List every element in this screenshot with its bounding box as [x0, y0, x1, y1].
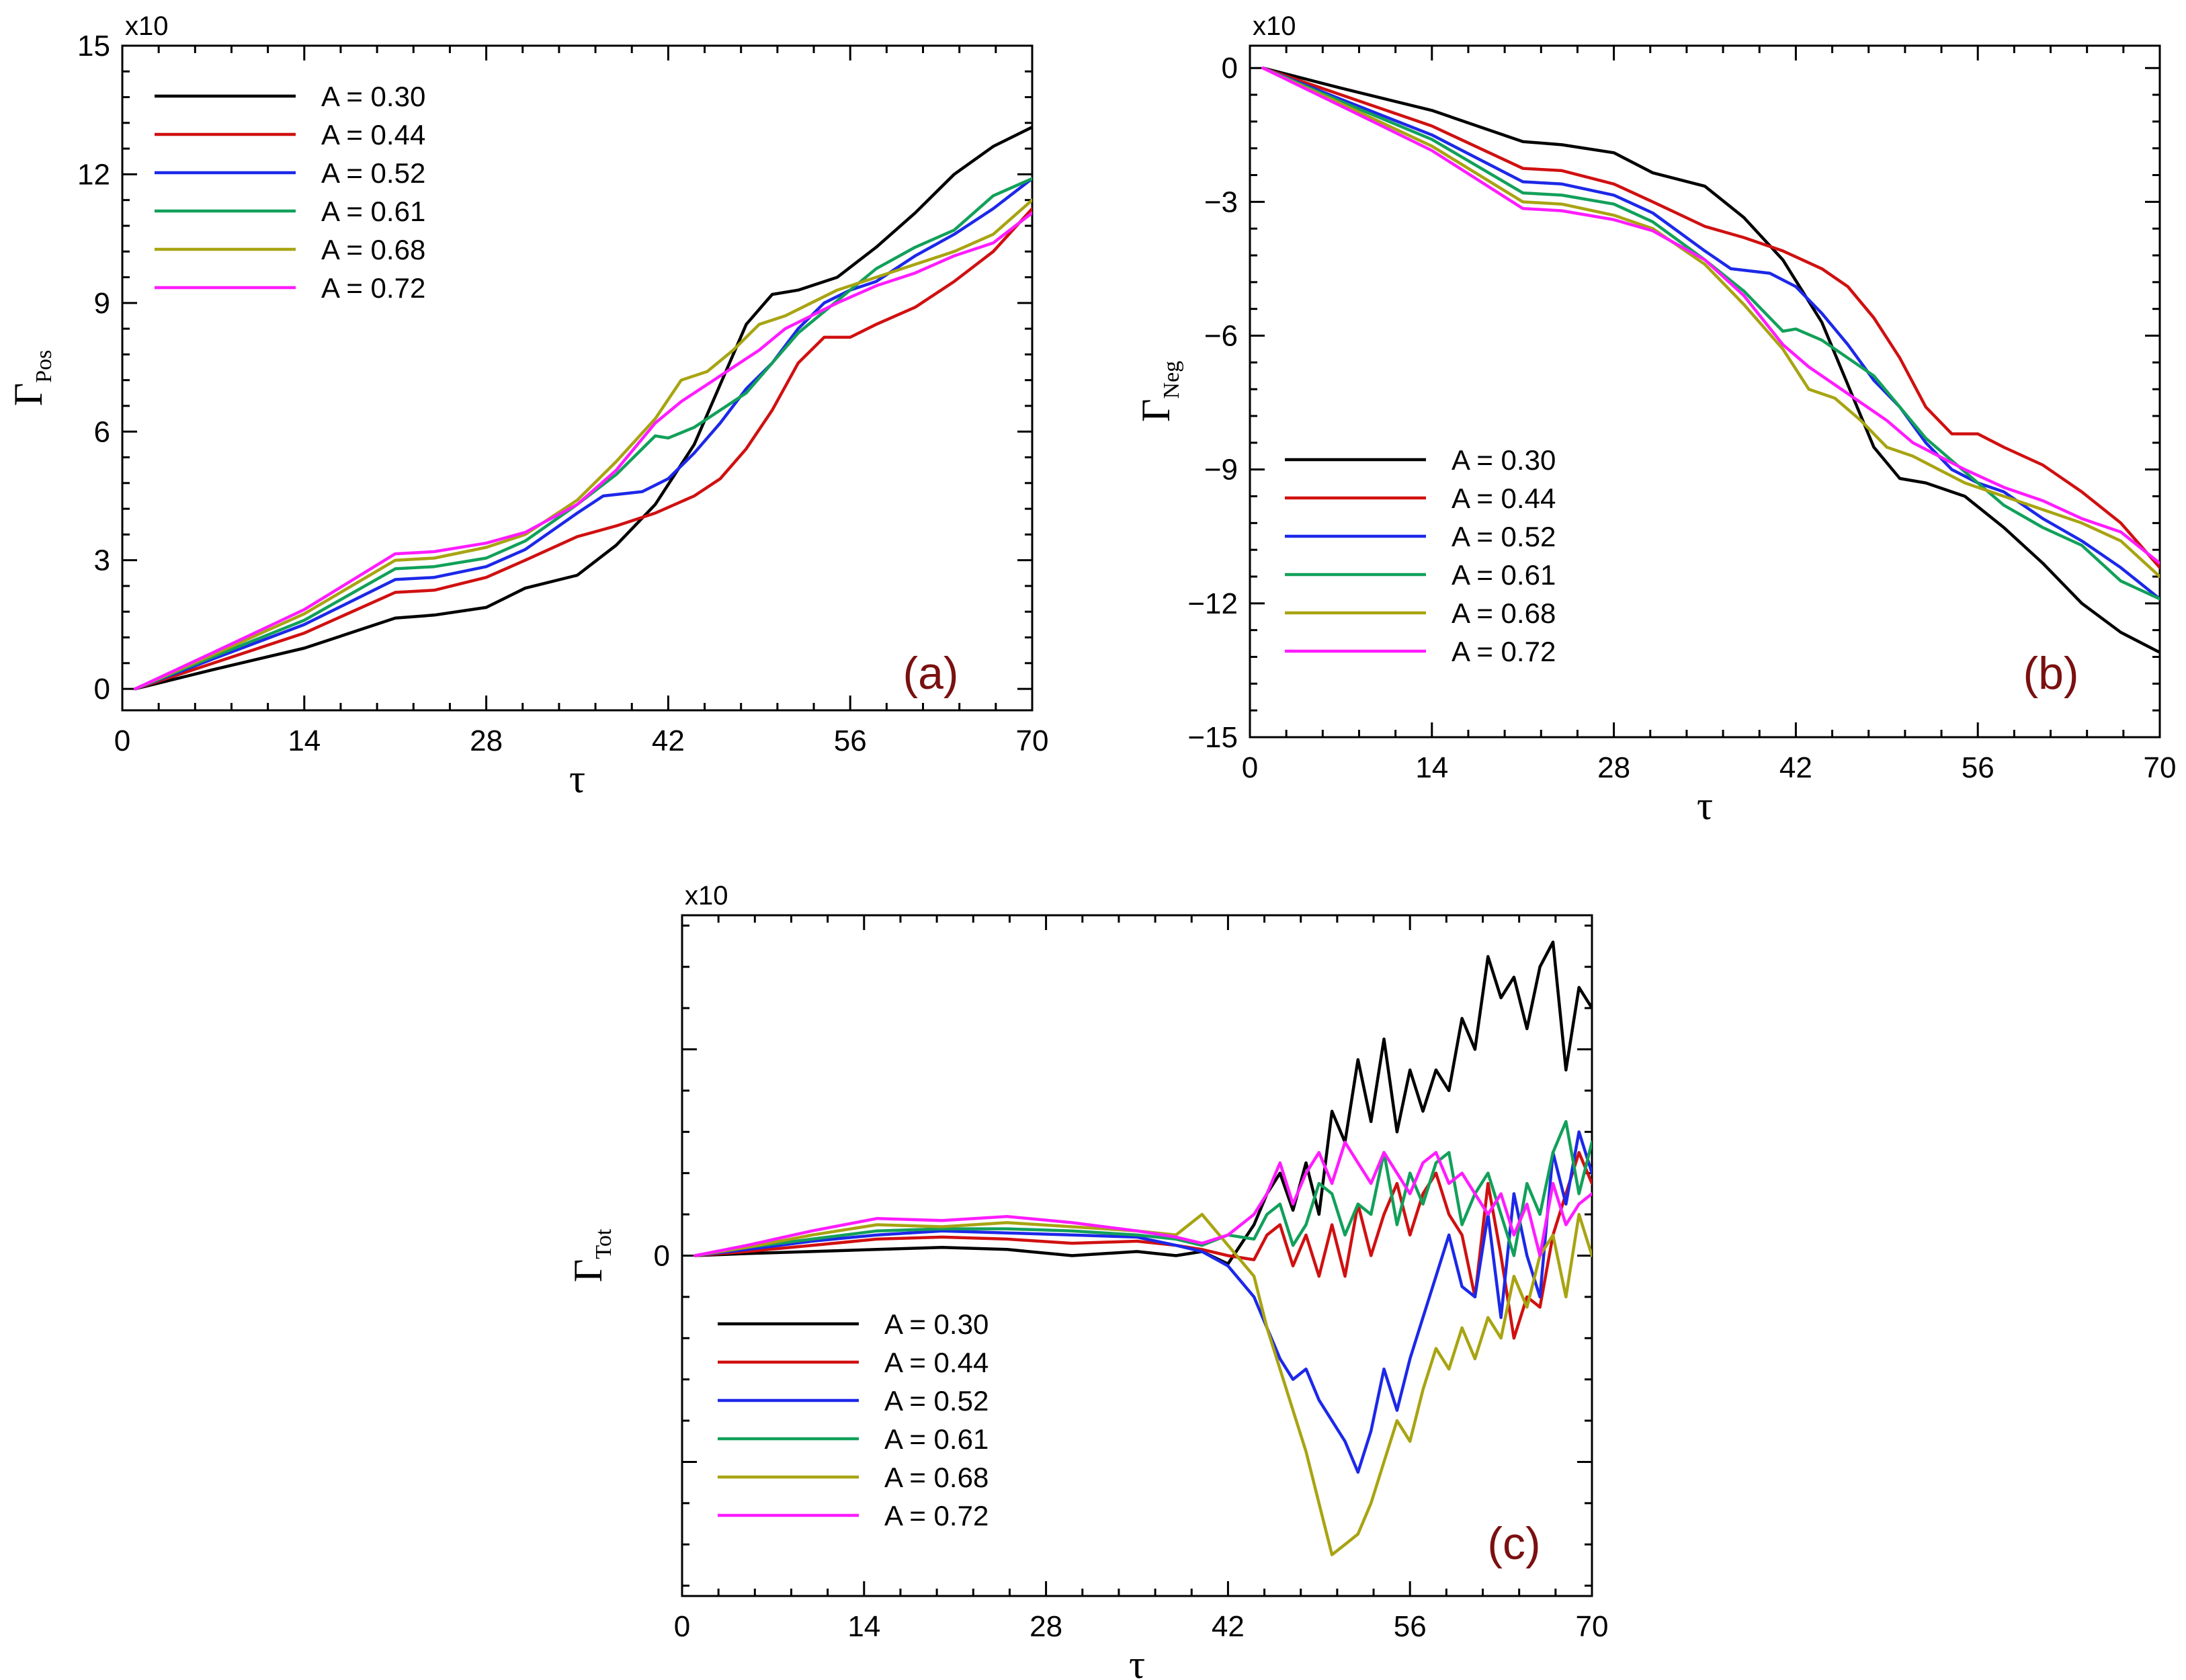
- legend-label-5: A = 0.68: [884, 1462, 989, 1493]
- legend-label-2: A = 0.44: [884, 1347, 989, 1378]
- x-tick-label: 70: [2144, 751, 2177, 784]
- plot-frame: [1249, 44, 2161, 739]
- series-line-2: [1261, 66, 2160, 569]
- y-tick-label: −15: [1187, 721, 1238, 754]
- series-line-6: [693, 1140, 1592, 1257]
- x-axis-label: τ: [1129, 1642, 1145, 1680]
- y-tick-label: 12: [77, 158, 110, 191]
- x-axis-label: τ: [1697, 784, 1713, 828]
- x-tick-label: 56: [834, 724, 867, 757]
- legend-label-1: A = 0.30: [1452, 444, 1556, 476]
- x-tick-label: 28: [1597, 751, 1630, 784]
- x-tick-label: 28: [1029, 1610, 1062, 1643]
- multiplier-label: x10: [1253, 11, 1296, 41]
- y-tick-label: 15: [77, 30, 110, 62]
- x-tick-label: 70: [1016, 724, 1049, 757]
- legend-label-6: A = 0.72: [1452, 636, 1556, 667]
- series-line-3: [1261, 66, 2160, 601]
- y-tick-label: 0: [654, 1240, 670, 1273]
- panel-letter: (a): [902, 648, 958, 699]
- legend-label-2: A = 0.44: [321, 119, 425, 151]
- legend: A = 0.30 A = 0.44 A = 0.52 A = 0.61 A = 0.68…: [1285, 444, 1556, 667]
- y-axis-label: ΓNeg: [1134, 361, 1184, 422]
- series-group: [693, 940, 1592, 1556]
- x-tick-label: 0: [674, 1610, 690, 1643]
- y-tick-label: 9: [94, 287, 110, 320]
- y-axis-label-subscript: Neg: [1159, 361, 1184, 399]
- series-group: [1261, 66, 2160, 655]
- x-tick-label: 0: [114, 724, 130, 757]
- plot-frame: [121, 44, 1034, 712]
- x-tick-label: 0: [1242, 751, 1258, 784]
- legend-label-1: A = 0.30: [321, 81, 425, 112]
- y-tick-label: −6: [1204, 320, 1238, 353]
- series-line-5: [1261, 66, 2160, 579]
- series-line-2: [134, 207, 1032, 691]
- legend-label-3: A = 0.52: [321, 157, 425, 189]
- y-tick-label: −9: [1204, 454, 1238, 487]
- series-line-5: [693, 1212, 1592, 1556]
- series-line-1: [1261, 66, 2160, 655]
- x-tick-label: 56: [1394, 1610, 1427, 1643]
- legend-label-5: A = 0.68: [321, 234, 425, 265]
- y-axis-label: ΓTot: [566, 1228, 616, 1282]
- y-tick-label: 6: [94, 415, 110, 448]
- y-tick-label: −12: [1187, 587, 1238, 620]
- y-tick-label: 0: [1222, 52, 1238, 85]
- legend: A = 0.30 A = 0.44 A = 0.52 A = 0.61 A = 0.68…: [718, 1308, 989, 1531]
- series-line-4: [1261, 66, 2160, 601]
- series-line-6: [1261, 66, 2160, 565]
- y-tick-label: 0: [94, 673, 110, 706]
- x-tick-label: 42: [1779, 751, 1812, 784]
- y-axis-label-main: Γ: [6, 383, 50, 407]
- legend: A = 0.30 A = 0.44 A = 0.52 A = 0.61 A = 0.68…: [155, 81, 425, 304]
- series-line-2: [693, 1150, 1592, 1340]
- series-line-4: [693, 1120, 1592, 1257]
- series-group: [134, 125, 1032, 691]
- legend-label-6: A = 0.72: [884, 1500, 989, 1531]
- series-line-1: [134, 125, 1032, 691]
- multiplier-label: x10: [685, 881, 728, 911]
- x-tick-label: 14: [847, 1610, 880, 1643]
- legend-label-4: A = 0.61: [1452, 559, 1556, 591]
- series-line-1: [693, 940, 1592, 1266]
- x-tick-label: 70: [1576, 1610, 1609, 1643]
- panel-letter: (b): [2023, 648, 2078, 699]
- y-axis-label-subscript: Pos: [32, 350, 56, 383]
- legend-label-6: A = 0.72: [321, 272, 425, 304]
- x-tick-label: 42: [652, 724, 685, 757]
- y-axis-label-subscript: Tot: [591, 1228, 616, 1259]
- legend-label-3: A = 0.52: [884, 1385, 989, 1417]
- x-tick-label: 14: [288, 724, 321, 757]
- legend-label-2: A = 0.44: [1452, 482, 1556, 514]
- legend-label-4: A = 0.61: [884, 1423, 989, 1455]
- multiplier-label: x10: [125, 11, 169, 41]
- x-axis-label: τ: [569, 757, 585, 801]
- legend-label-5: A = 0.68: [1452, 597, 1556, 629]
- x-tick-label: 28: [470, 724, 503, 757]
- chart-panel-2: 0 14 28 42 56 70 0 −3 −6 −9 −12 −15 x10 τ ΓNeg A = 0.30…: [1134, 11, 2176, 828]
- legend-label-3: A = 0.52: [1452, 521, 1556, 552]
- legend-label-4: A = 0.61: [321, 196, 425, 227]
- x-tick-label: 14: [1415, 751, 1448, 784]
- y-axis-label-main: Γ: [1134, 398, 1178, 422]
- y-axis-label: ΓPos: [6, 350, 56, 407]
- series-line-5: [134, 198, 1032, 691]
- series-line-4: [134, 177, 1032, 691]
- legend-label-1: A = 0.30: [884, 1308, 989, 1340]
- y-tick-label: 3: [94, 544, 110, 577]
- series-line-3: [693, 1130, 1592, 1474]
- y-axis-label-main: Γ: [566, 1259, 610, 1283]
- y-tick-label: −3: [1204, 185, 1238, 218]
- x-tick-label: 42: [1212, 1610, 1245, 1643]
- series-line-6: [134, 211, 1032, 691]
- panel-letter: (c): [1487, 1518, 1540, 1569]
- x-tick-label: 56: [1962, 751, 1994, 784]
